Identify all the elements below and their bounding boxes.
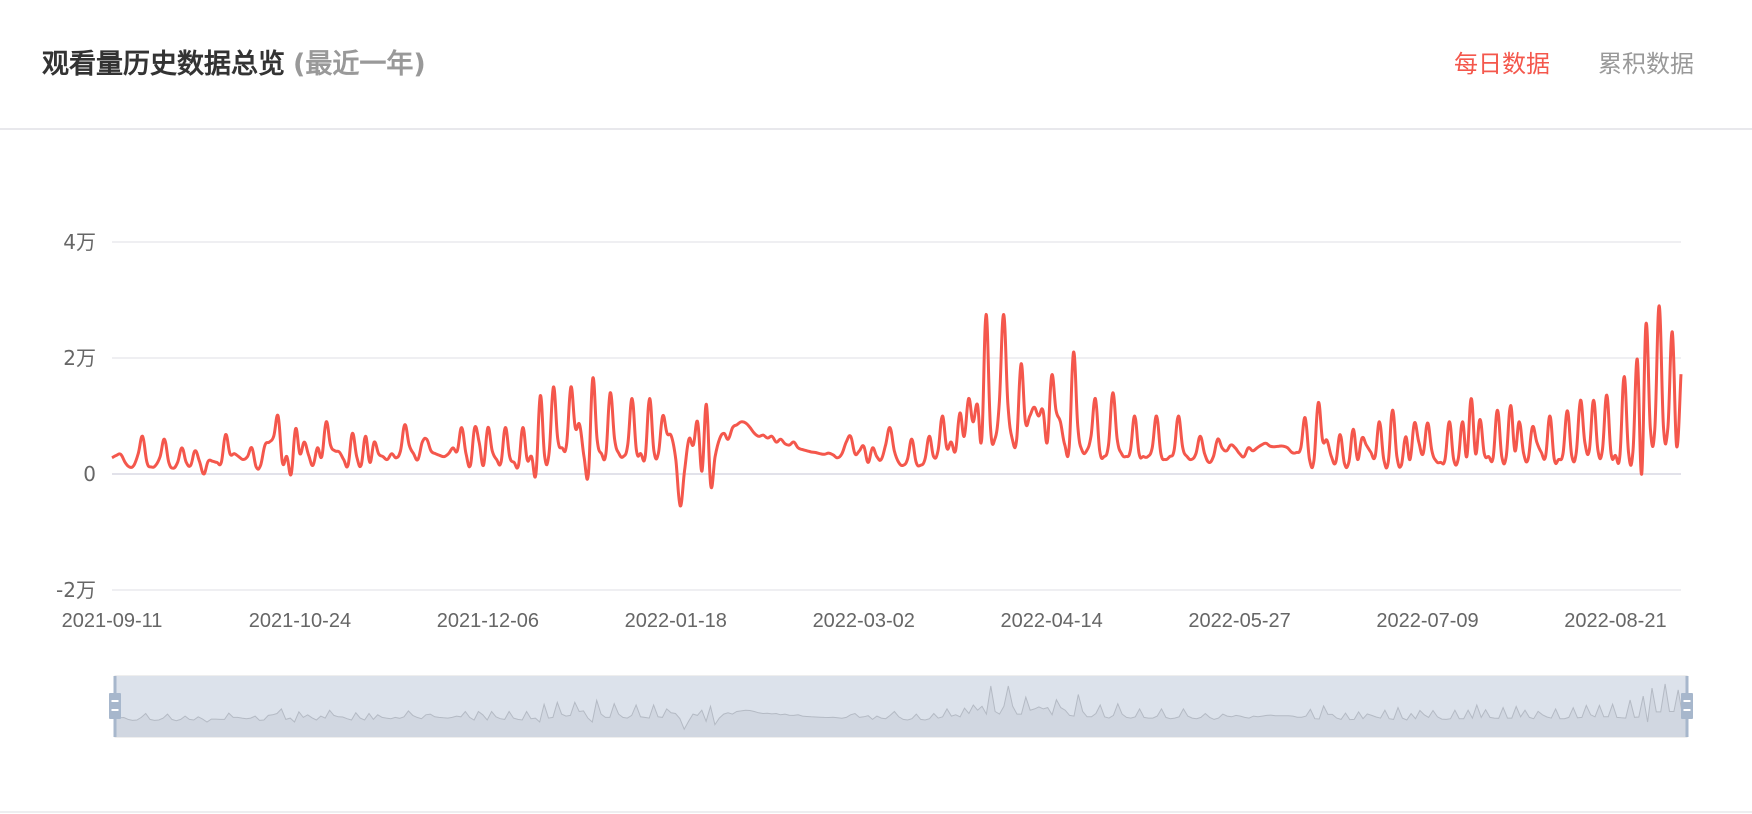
title-subtitle: (最近一年) (293, 49, 426, 80)
y-gridlines (112, 241, 1681, 591)
datazoom-preview-area (115, 684, 1687, 737)
page-title: 观看量历史数据总览 (最近一年) (42, 42, 426, 81)
x-tick-label: 2022-08-21 (1564, 610, 1666, 632)
x-tick-label: 2021-09-11 (62, 610, 163, 632)
footer-divider (0, 811, 1752, 813)
chart-header: 观看量历史数据总览 (最近一年) 每日数据 累积数据 (0, 0, 1752, 130)
datazoom-preview-line (114, 683, 1688, 731)
datazoom-right-handle[interactable] (1681, 676, 1693, 737)
y-tick-label: 4万 (63, 230, 96, 254)
x-tick-label: 2022-04-14 (1000, 610, 1102, 632)
x-tick-label: 2022-05-27 (1188, 610, 1290, 632)
data-mode-tabs: 每日数据 累积数据 (1454, 44, 1694, 79)
x-tick-label: 2021-10-24 (249, 610, 351, 632)
datazoom-slider[interactable] (109, 675, 1693, 738)
x-tick-label: 2022-03-02 (813, 610, 915, 632)
x-axis-labels: 2021-09-11 2021-10-24 2021-12-06 2022-01-18… (62, 610, 1667, 632)
x-tick-label: 2022-07-09 (1376, 610, 1478, 632)
tab-cumulative-data[interactable]: 累积数据 (1598, 50, 1694, 78)
y-tick-label: 0 (83, 462, 96, 486)
y-tick-label: 2万 (63, 346, 96, 370)
x-tick-label: 2021-12-06 (437, 610, 539, 632)
datazoom-left-handle[interactable] (109, 676, 121, 737)
daily-views-series-line (111, 304, 1683, 508)
title-text: 观看量历史数据总览 (42, 49, 285, 80)
y-tick-label: -2万 (56, 578, 96, 602)
y-axis-labels: -2万 0 2万 4万 (56, 230, 96, 602)
x-tick-label: 2022-01-18 (625, 610, 727, 632)
tab-daily-data[interactable]: 每日数据 (1454, 50, 1550, 78)
